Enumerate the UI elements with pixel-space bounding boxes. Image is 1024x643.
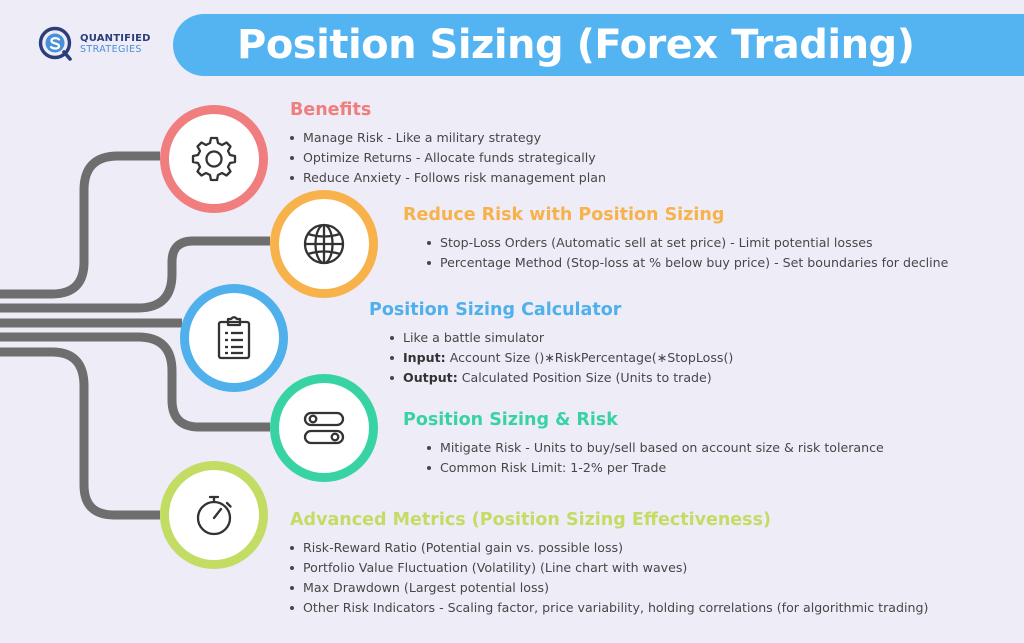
list-item: Other Risk Indicators - Scaling factor, … bbox=[290, 598, 928, 618]
connector-line-sizing-risk bbox=[0, 332, 270, 432]
connector-line-advanced bbox=[0, 347, 160, 520]
list-item: Reduce Anxiety - Follows risk management… bbox=[290, 168, 606, 188]
connector-line-reduce-risk bbox=[0, 236, 270, 313]
input-formula: Account Size ()∗RiskPercentage(∗StopLoss… bbox=[445, 350, 734, 365]
list-item: Manage Risk - Like a military strategy bbox=[290, 128, 606, 148]
toggle-switches-icon bbox=[303, 411, 345, 445]
list-item: Output: Calculated Position Size (Units … bbox=[390, 368, 733, 388]
calculator-node bbox=[180, 284, 288, 392]
list-item: Common Risk Limit: 1-2% per Trade bbox=[427, 458, 884, 478]
output-text: Calculated Position Size (Units to trade… bbox=[457, 370, 712, 385]
list-item: Risk-Reward Ratio (Potential gain vs. po… bbox=[290, 538, 928, 558]
sizing-risk-node bbox=[270, 374, 378, 482]
reduce-risk-node bbox=[270, 190, 378, 298]
list-item: Percentage Method (Stop-loss at % below … bbox=[427, 253, 948, 273]
list-item: Stop-Loss Orders (Automatic sell at set … bbox=[427, 233, 948, 253]
advanced-node bbox=[160, 461, 268, 569]
quantified-strategies-logo: QUANTIFIED STRATEGIES bbox=[38, 24, 151, 64]
globe-icon bbox=[303, 223, 345, 265]
calculator-item-text: Like a battle simulator bbox=[403, 330, 545, 345]
logo-name-line1: QUANTIFIED bbox=[80, 33, 151, 44]
logo-name-line2: STRATEGIES bbox=[80, 44, 142, 55]
list-item: Mitigate Risk - Units to buy/sell based … bbox=[427, 438, 884, 458]
list-item: Max Drawdown (Largest potential loss) bbox=[290, 578, 928, 598]
benefits-node bbox=[160, 105, 268, 213]
list-item: Portfolio Value Fluctuation (Volatility)… bbox=[290, 558, 928, 578]
reduce-risk-heading: Reduce Risk with Position Sizing bbox=[403, 205, 725, 225]
logo-mark-icon bbox=[38, 26, 72, 61]
output-label: Output: bbox=[403, 370, 458, 385]
section-benefits: Benefits Manage Risk - Like a military s… bbox=[290, 100, 606, 188]
input-label: Input: bbox=[403, 350, 446, 365]
calculator-heading: Position Sizing Calculator bbox=[369, 300, 622, 320]
list-item: Like a battle simulator bbox=[390, 328, 733, 348]
connector-line-benefits bbox=[0, 151, 160, 299]
section-advanced: Advanced Metrics (Position Sizing Effect… bbox=[290, 510, 928, 618]
page-title: Position Sizing (Forex Trading) bbox=[237, 22, 915, 68]
section-reduce-risk: Reduce Risk with Position Sizing Stop-Lo… bbox=[403, 205, 948, 273]
section-calculator: Position Sizing Calculator Like a battle… bbox=[369, 300, 733, 388]
clipboard-icon bbox=[217, 316, 251, 360]
advanced-heading: Advanced Metrics (Position Sizing Effect… bbox=[290, 510, 772, 530]
title-banner: Position Sizing (Forex Trading) bbox=[173, 14, 1024, 76]
section-sizing-risk: Position Sizing & Risk Mitigate Risk - U… bbox=[403, 410, 884, 478]
benefits-heading: Benefits bbox=[290, 100, 372, 120]
list-item: Input: Account Size ()∗RiskPercentage(∗S… bbox=[390, 348, 733, 368]
list-item: Optimize Returns - Allocate funds strate… bbox=[290, 148, 606, 168]
gear-icon bbox=[191, 136, 237, 182]
sizing-risk-heading: Position Sizing & Risk bbox=[403, 410, 618, 430]
stopwatch-icon bbox=[196, 495, 232, 536]
